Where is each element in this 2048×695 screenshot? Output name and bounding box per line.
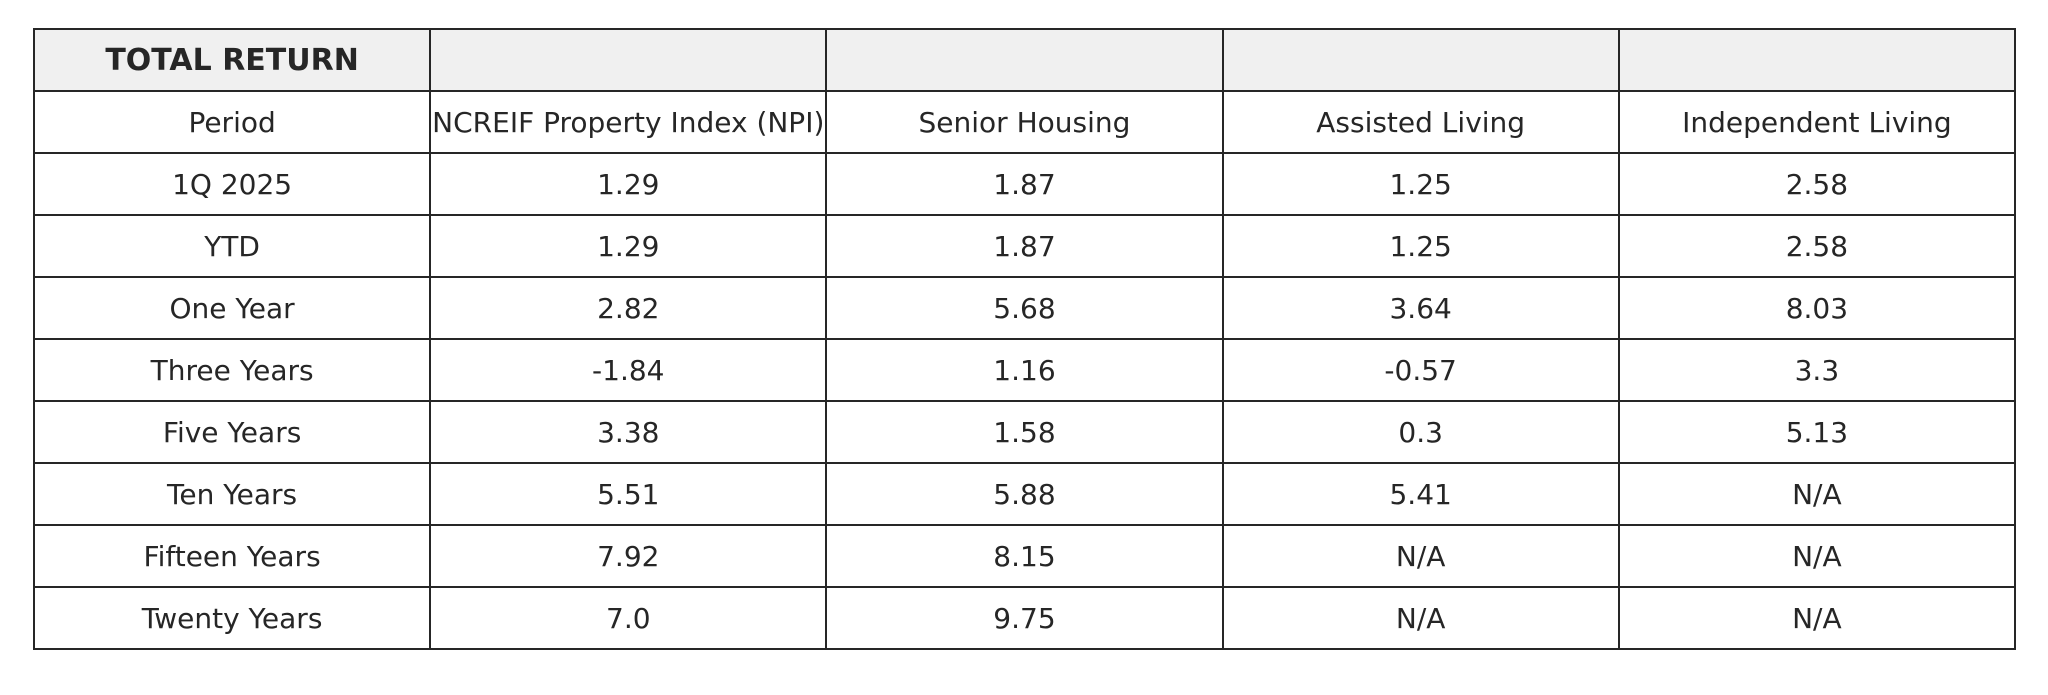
column-header-senior-housing: Senior Housing — [825, 90, 1224, 154]
table-cell-independent-living: N/A — [1617, 524, 2017, 588]
table-cell-period: Three Years — [32, 338, 432, 402]
table-cell-independent-living: 5.13 — [1617, 400, 2017, 464]
table-cell-npi: -1.84 — [429, 338, 828, 402]
title-row-empty-cell — [429, 28, 828, 92]
table-cell-assisted-living: 3.64 — [1221, 276, 1620, 340]
total-return-table: TOTAL RETURN Period NCREIF Property Inde… — [32, 28, 2017, 650]
table-title: TOTAL RETURN — [32, 28, 432, 92]
table-cell-period: Five Years — [32, 400, 432, 464]
table-row: Fifteen Years 7.92 8.15 N/A N/A — [32, 524, 2017, 588]
table-cell-senior-housing: 1.58 — [825, 400, 1224, 464]
table-row: One Year 2.82 5.68 3.64 8.03 — [32, 276, 2017, 340]
table-cell-independent-living: 8.03 — [1617, 276, 2017, 340]
table-cell-period: Fifteen Years — [32, 524, 432, 588]
table-cell-period: One Year — [32, 276, 432, 340]
table-body: TOTAL RETURN Period NCREIF Property Inde… — [32, 28, 2017, 650]
table-row: Three Years -1.84 1.16 -0.57 3.3 — [32, 338, 2017, 402]
table-cell-assisted-living: N/A — [1221, 586, 1620, 650]
table-cell-senior-housing: 1.87 — [825, 214, 1224, 278]
table-row: YTD 1.29 1.87 1.25 2.58 — [32, 214, 2017, 278]
table-cell-independent-living: N/A — [1617, 586, 2017, 650]
table-row: Ten Years 5.51 5.88 5.41 N/A — [32, 462, 2017, 526]
table-cell-senior-housing: 9.75 — [825, 586, 1224, 650]
table-cell-assisted-living: 1.25 — [1221, 214, 1620, 278]
table-title-row: TOTAL RETURN — [32, 28, 2017, 92]
column-header-period: Period — [32, 90, 432, 154]
table-cell-independent-living: 2.58 — [1617, 152, 2017, 216]
table-cell-senior-housing: 5.68 — [825, 276, 1224, 340]
table-cell-independent-living: 3.3 — [1617, 338, 2017, 402]
title-row-empty-cell — [825, 28, 1224, 92]
table-cell-npi: 7.0 — [429, 586, 828, 650]
column-header-row: Period NCREIF Property Index (NPI) Senio… — [32, 90, 2017, 154]
table-cell-period: Ten Years — [32, 462, 432, 526]
table-cell-npi: 2.82 — [429, 276, 828, 340]
column-header-independent-living: Independent Living — [1617, 90, 2017, 154]
table-cell-senior-housing: 8.15 — [825, 524, 1224, 588]
table-cell-npi: 7.92 — [429, 524, 828, 588]
table-cell-period: 1Q 2025 — [32, 152, 432, 216]
table-cell-assisted-living: 0.3 — [1221, 400, 1620, 464]
table-cell-senior-housing: 1.87 — [825, 152, 1224, 216]
table-cell-assisted-living: 1.25 — [1221, 152, 1620, 216]
table-cell-period: YTD — [32, 214, 432, 278]
table-cell-assisted-living: 5.41 — [1221, 462, 1620, 526]
table-cell-period: Twenty Years — [32, 586, 432, 650]
table-cell-npi: 5.51 — [429, 462, 828, 526]
table-cell-npi: 1.29 — [429, 214, 828, 278]
table-cell-senior-housing: 1.16 — [825, 338, 1224, 402]
table-cell-assisted-living: -0.57 — [1221, 338, 1620, 402]
table-cell-senior-housing: 5.88 — [825, 462, 1224, 526]
title-row-empty-cell — [1617, 28, 2017, 92]
table-cell-independent-living: 2.58 — [1617, 214, 2017, 278]
table-cell-assisted-living: N/A — [1221, 524, 1620, 588]
table-row: Twenty Years 7.0 9.75 N/A N/A — [32, 586, 2017, 650]
table-row: 1Q 2025 1.29 1.87 1.25 2.58 — [32, 152, 2017, 216]
title-row-empty-cell — [1221, 28, 1620, 92]
table-cell-independent-living: N/A — [1617, 462, 2017, 526]
table-cell-npi: 1.29 — [429, 152, 828, 216]
column-header-npi: NCREIF Property Index (NPI) — [429, 90, 828, 154]
table-row: Five Years 3.38 1.58 0.3 5.13 — [32, 400, 2017, 464]
table-cell-npi: 3.38 — [429, 400, 828, 464]
column-header-assisted-living: Assisted Living — [1221, 90, 1620, 154]
